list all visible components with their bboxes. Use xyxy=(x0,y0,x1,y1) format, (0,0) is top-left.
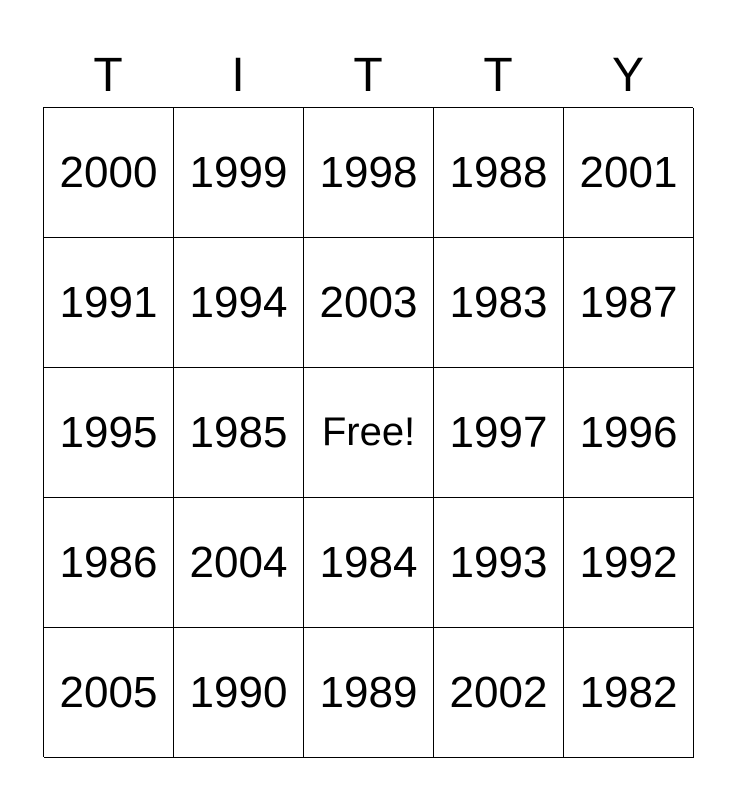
bingo-cell: 1996 xyxy=(564,368,694,498)
bingo-cell: 1982 xyxy=(564,628,694,758)
bingo-cell: 1997 xyxy=(434,368,564,498)
bingo-cell: 1992 xyxy=(564,498,694,628)
header-letter: T xyxy=(93,49,123,102)
bingo-cell: 1985 xyxy=(174,368,304,498)
bingo-cell: 1994 xyxy=(174,238,304,368)
bingo-cell: 1983 xyxy=(434,238,564,368)
bingo-cell: 1987 xyxy=(564,238,694,368)
bingo-cell: 2003 xyxy=(304,238,434,368)
bingo-grid: 2000 1999 1998 1988 2001 1991 1994 2003 1983 1987… xyxy=(43,107,694,758)
bingo-cell: 2005 xyxy=(44,628,174,758)
header-letter: T xyxy=(483,49,513,102)
bingo-header: T I T T Y xyxy=(43,48,693,104)
header-letter: T xyxy=(353,49,383,102)
bingo-cell: 1998 xyxy=(304,108,434,238)
free-space-cell: Free! xyxy=(304,368,434,498)
bingo-cell: 2000 xyxy=(44,108,174,238)
bingo-cell: 1989 xyxy=(304,628,434,758)
bingo-cell: 1990 xyxy=(174,628,304,758)
bingo-cell: 1988 xyxy=(434,108,564,238)
bingo-cell: 1993 xyxy=(434,498,564,628)
bingo-cell: 1999 xyxy=(174,108,304,238)
header-letter: Y xyxy=(611,49,644,102)
bingo-cell: 1984 xyxy=(304,498,434,628)
bingo-cell: 1991 xyxy=(44,238,174,368)
bingo-cell: 1995 xyxy=(44,368,174,498)
bingo-cell: 1986 xyxy=(44,498,174,628)
header-letter: I xyxy=(231,49,245,102)
bingo-cell: 2001 xyxy=(564,108,694,238)
bingo-cell: 2002 xyxy=(434,628,564,758)
bingo-cell: 2004 xyxy=(174,498,304,628)
